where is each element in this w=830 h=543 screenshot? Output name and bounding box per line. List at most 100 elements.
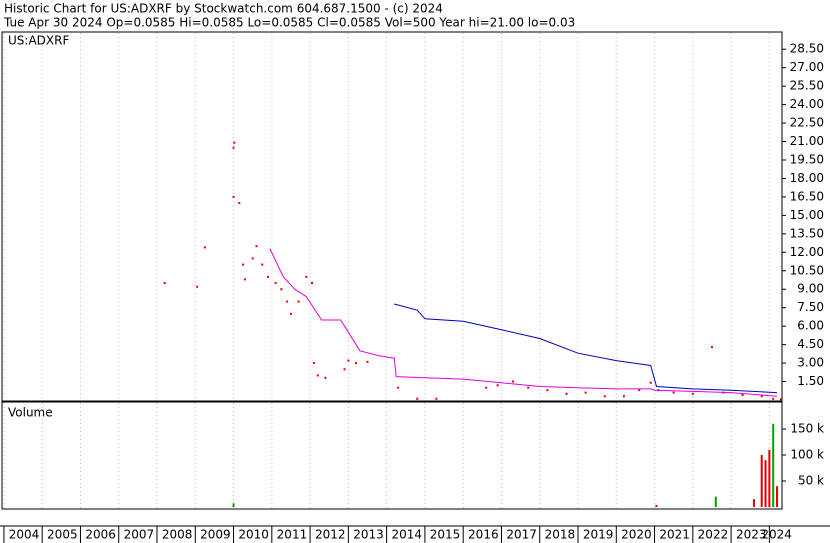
volume-bar bbox=[760, 455, 763, 507]
y-tick-label: 27.00 bbox=[790, 60, 824, 74]
price-point bbox=[255, 245, 258, 248]
price-point bbox=[496, 384, 499, 387]
x-tick-label: 2023 bbox=[736, 528, 767, 542]
y-tick-label: 21.00 bbox=[790, 134, 824, 148]
price-point bbox=[324, 376, 327, 379]
price-point bbox=[584, 391, 587, 394]
y-tick-label: 22.50 bbox=[790, 116, 824, 130]
price-point bbox=[527, 386, 530, 389]
price-point bbox=[603, 395, 606, 398]
price-point bbox=[261, 263, 264, 266]
price-point bbox=[196, 285, 199, 288]
x-tick-label: 2017 bbox=[506, 528, 537, 542]
price-point bbox=[305, 275, 308, 278]
moving-average bbox=[269, 248, 778, 397]
price-point bbox=[343, 368, 346, 371]
y-tick-label: 16.50 bbox=[790, 189, 824, 203]
volume-label: Volume bbox=[8, 406, 53, 420]
price-point bbox=[691, 392, 694, 395]
price-point bbox=[289, 312, 292, 315]
price-point bbox=[710, 346, 713, 349]
price-point bbox=[232, 146, 235, 149]
price-point bbox=[511, 380, 514, 383]
price-point bbox=[238, 202, 241, 205]
volume-bar bbox=[772, 423, 775, 507]
price-point bbox=[297, 300, 300, 303]
y-tick-label: 12.00 bbox=[790, 245, 824, 259]
y-tick-label: 6.00 bbox=[797, 319, 824, 333]
price-point bbox=[203, 246, 206, 249]
price-point bbox=[233, 141, 236, 144]
price-point bbox=[347, 359, 350, 362]
y-tick-label: 7.50 bbox=[797, 300, 824, 314]
x-tick-label: 2019 bbox=[583, 528, 614, 542]
volume-bar bbox=[764, 460, 767, 507]
chart-subtitle: Tue Apr 30 2024 Op=0.0585 Hi=0.0585 Lo=0… bbox=[3, 16, 575, 30]
price-point bbox=[649, 381, 652, 384]
y-tick-label: 24.00 bbox=[790, 97, 824, 111]
volume-bar bbox=[768, 449, 771, 507]
price-point bbox=[672, 391, 675, 394]
price-point bbox=[232, 195, 235, 198]
y-tick-label: 10.50 bbox=[790, 263, 824, 277]
price-point bbox=[355, 362, 358, 365]
y-tick-label: 50 k bbox=[798, 474, 824, 488]
x-tick-label: 2012 bbox=[315, 528, 346, 542]
price-point bbox=[760, 395, 763, 398]
y-tick-label: 13.50 bbox=[790, 226, 824, 240]
x-tick-label: 2008 bbox=[162, 528, 193, 542]
y-tick-label: 100 k bbox=[790, 448, 824, 462]
price-point bbox=[435, 397, 438, 400]
y-tick-label: 25.50 bbox=[790, 79, 824, 93]
x-tick-label: 2005 bbox=[47, 528, 78, 542]
x-tick-label: 2014 bbox=[392, 528, 423, 542]
x-tick-label: 2010 bbox=[238, 528, 269, 542]
x-tick-label: 2024 bbox=[761, 528, 792, 542]
price-point bbox=[286, 300, 289, 303]
price-point bbox=[266, 275, 269, 278]
x-tick-label: 2009 bbox=[200, 528, 231, 542]
x-tick-label: 2020 bbox=[621, 528, 652, 542]
x-tick-label: 2015 bbox=[430, 528, 461, 542]
volume-bar bbox=[655, 504, 658, 507]
price-point bbox=[546, 389, 549, 392]
price-point bbox=[312, 362, 315, 365]
price-point bbox=[772, 397, 775, 400]
moving-average bbox=[394, 303, 778, 394]
price-point bbox=[416, 397, 419, 400]
chart-title: Historic Chart for US:ADXRF by Stockwatc… bbox=[4, 2, 443, 16]
price-point bbox=[397, 386, 400, 389]
volume-bar bbox=[776, 486, 779, 507]
price-point bbox=[311, 282, 314, 285]
x-tick-label: 2004 bbox=[9, 528, 40, 542]
y-tick-label: 150 k bbox=[790, 422, 824, 436]
y-tick-label: 18.00 bbox=[790, 171, 824, 185]
price-point bbox=[274, 282, 277, 285]
price-point bbox=[485, 386, 488, 389]
y-tick-label: 15.00 bbox=[790, 208, 824, 222]
price-point bbox=[280, 288, 283, 291]
y-tick-label: 19.50 bbox=[790, 153, 824, 167]
x-tick-label: 2011 bbox=[277, 528, 308, 542]
y-tick-label: 28.50 bbox=[790, 42, 824, 56]
price-point bbox=[316, 374, 319, 377]
y-tick-label: 4.50 bbox=[797, 337, 824, 351]
price-point bbox=[779, 398, 782, 401]
y-tick-label: 3.00 bbox=[797, 356, 824, 370]
price-point bbox=[638, 389, 641, 392]
price-point bbox=[366, 360, 369, 363]
volume-bar bbox=[232, 503, 235, 507]
x-tick-label: 2007 bbox=[124, 528, 155, 542]
y-tick-label: 9.00 bbox=[797, 282, 824, 296]
price-point bbox=[622, 395, 625, 398]
x-tick-label: 2022 bbox=[698, 528, 729, 542]
y-tick-label: 1.50 bbox=[797, 374, 824, 388]
volume-bar bbox=[753, 499, 756, 507]
x-tick-label: 2013 bbox=[353, 528, 384, 542]
x-tick-label: 2006 bbox=[85, 528, 116, 542]
price-point bbox=[163, 282, 166, 285]
price-point bbox=[565, 392, 568, 395]
